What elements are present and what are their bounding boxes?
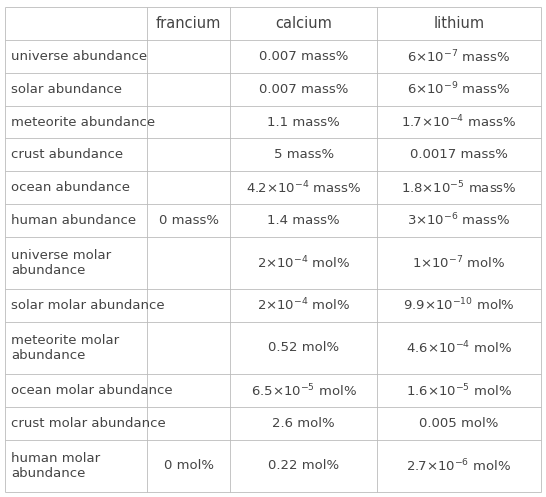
Text: human abundance: human abundance — [11, 214, 136, 227]
Text: 2.7×10$^{-6}$ mol%: 2.7×10$^{-6}$ mol% — [406, 458, 512, 474]
Text: 0.0017 mass%: 0.0017 mass% — [410, 148, 508, 162]
Text: 5 mass%: 5 mass% — [274, 148, 334, 162]
Text: 0.007 mass%: 0.007 mass% — [259, 83, 348, 96]
Text: 2×10$^{-4}$ mol%: 2×10$^{-4}$ mol% — [257, 254, 351, 271]
Text: lithium: lithium — [434, 16, 484, 31]
Text: 1×10$^{-7}$ mol%: 1×10$^{-7}$ mol% — [412, 254, 506, 271]
Text: 0 mol%: 0 mol% — [164, 459, 213, 472]
Text: 6.5×10$^{-5}$ mol%: 6.5×10$^{-5}$ mol% — [251, 382, 357, 399]
Text: francium: francium — [156, 16, 222, 31]
Text: 1.4 mass%: 1.4 mass% — [268, 214, 340, 227]
Text: crust abundance: crust abundance — [11, 148, 123, 162]
Text: 0.005 mol%: 0.005 mol% — [419, 417, 498, 430]
Text: crust molar abundance: crust molar abundance — [11, 417, 165, 430]
Text: 9.9×10$^{-10}$ mol%: 9.9×10$^{-10}$ mol% — [403, 297, 515, 314]
Text: universe abundance: universe abundance — [11, 50, 147, 63]
Text: 1.1 mass%: 1.1 mass% — [268, 115, 340, 129]
Text: calcium: calcium — [275, 16, 332, 31]
Text: meteorite molar
abundance: meteorite molar abundance — [11, 334, 119, 362]
Text: 2.6 mol%: 2.6 mol% — [272, 417, 335, 430]
Text: 2×10$^{-4}$ mol%: 2×10$^{-4}$ mol% — [257, 297, 351, 314]
Text: ocean molar abundance: ocean molar abundance — [11, 384, 173, 397]
Text: 6×10$^{-7}$ mass%: 6×10$^{-7}$ mass% — [407, 48, 511, 65]
Text: 1.8×10$^{-5}$ mass%: 1.8×10$^{-5}$ mass% — [401, 179, 517, 196]
Text: universe molar
abundance: universe molar abundance — [11, 249, 111, 277]
Text: 6×10$^{-9}$ mass%: 6×10$^{-9}$ mass% — [407, 81, 511, 97]
Text: 4.6×10$^{-4}$ mol%: 4.6×10$^{-4}$ mol% — [406, 339, 512, 356]
Text: 0.007 mass%: 0.007 mass% — [259, 50, 348, 63]
Text: human molar
abundance: human molar abundance — [11, 452, 100, 480]
Text: 1.6×10$^{-5}$ mol%: 1.6×10$^{-5}$ mol% — [406, 382, 512, 399]
Text: solar molar abundance: solar molar abundance — [11, 299, 164, 312]
Text: 0 mass%: 0 mass% — [159, 214, 219, 227]
Text: 3×10$^{-6}$ mass%: 3×10$^{-6}$ mass% — [407, 212, 511, 229]
Text: 4.2×10$^{-4}$ mass%: 4.2×10$^{-4}$ mass% — [246, 179, 361, 196]
Text: ocean abundance: ocean abundance — [11, 181, 130, 194]
Text: 1.7×10$^{-4}$ mass%: 1.7×10$^{-4}$ mass% — [401, 114, 517, 130]
Text: meteorite abundance: meteorite abundance — [11, 115, 155, 129]
Text: 0.52 mol%: 0.52 mol% — [268, 341, 339, 354]
Text: 0.22 mol%: 0.22 mol% — [268, 459, 339, 472]
Text: solar abundance: solar abundance — [11, 83, 122, 96]
